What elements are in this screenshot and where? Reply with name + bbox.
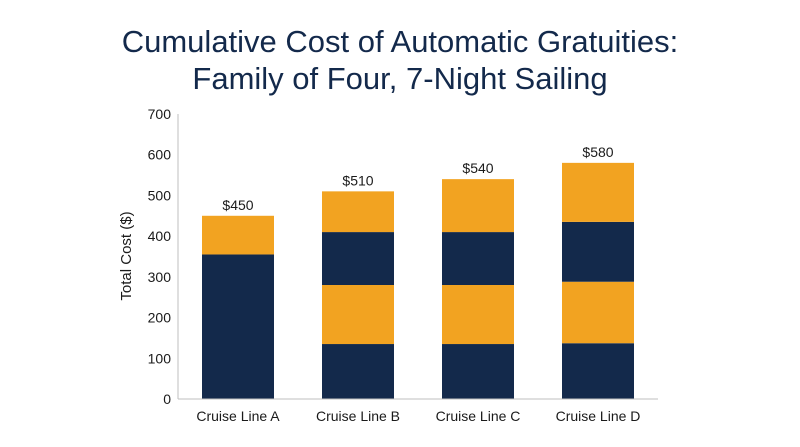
- bar-total-label: $450: [222, 197, 253, 213]
- bar-total-label: $580: [582, 144, 613, 160]
- y-axis: 0 100 200 300 400 500 600 700: [148, 106, 179, 407]
- bar-segment: [562, 221, 634, 282]
- x-category-label: Cruise Line D: [556, 408, 641, 424]
- x-category-label: Cruise Line B: [316, 408, 400, 424]
- bar-segment: [442, 179, 514, 233]
- bar-segment: [202, 215, 274, 255]
- bar-segment: [562, 281, 634, 344]
- bar-segment: [322, 285, 394, 345]
- y-tick-label: 600: [148, 147, 172, 163]
- y-tick-label: 100: [148, 350, 172, 366]
- chart-title-line-1: Cumulative Cost of Automatic Gratuities:: [121, 24, 679, 59]
- y-tick-label: 0: [163, 391, 171, 407]
- y-tick-label: 700: [148, 106, 172, 122]
- y-tick-label: 400: [148, 228, 172, 244]
- y-axis-label: Total Cost ($): [118, 211, 135, 300]
- bar-segment: [442, 232, 514, 285]
- x-category-label: Cruise Line C: [436, 408, 521, 424]
- bar-segment: [322, 344, 394, 399]
- y-tick-label: 200: [148, 310, 172, 326]
- x-axis: Cruise Line A Cruise Line B Cruise Line C C…: [178, 398, 658, 424]
- bar-segment: [442, 344, 514, 399]
- bars: $450 $510 $540 $580: [202, 144, 634, 399]
- bar-total-label: $510: [342, 172, 373, 188]
- y-tick-label: 500: [148, 187, 172, 203]
- y-tick-label: 300: [148, 269, 172, 285]
- x-category-label: Cruise Line A: [196, 408, 280, 424]
- bar-segment: [562, 343, 634, 399]
- bar-segment: [562, 162, 634, 222]
- bar-segment: [322, 232, 394, 285]
- chart-title-line-2: Family of Four, 7-Night Sailing: [192, 61, 608, 96]
- bar-total-label: $540: [462, 160, 493, 176]
- bar-segment: [442, 285, 514, 345]
- bar-segment: [322, 191, 394, 233]
- bar-segment: [202, 254, 274, 399]
